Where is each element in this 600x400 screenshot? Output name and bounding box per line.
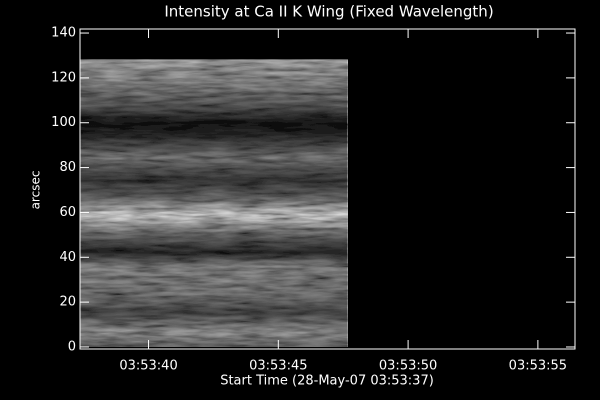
y-tick-label: 40 xyxy=(59,250,76,265)
y-tick-label: 80 xyxy=(59,160,76,175)
chart-title: Intensity at Ca II K Wing (Fixed Wavelen… xyxy=(164,3,493,21)
y-tick-label: 60 xyxy=(59,205,76,220)
y-axis-label: arcsec xyxy=(29,171,43,210)
y-tick-label: 20 xyxy=(59,295,76,310)
y-tick-label: 100 xyxy=(51,115,76,130)
y-tick-label: 120 xyxy=(51,70,76,85)
x-tick-label: 03:53:40 xyxy=(119,359,177,374)
y-tick-label: 0 xyxy=(68,339,76,354)
intensity-image xyxy=(80,59,348,347)
y-tick-label: 140 xyxy=(51,26,76,41)
x-tick-label: 03:53:45 xyxy=(249,359,307,374)
x-tick-label: 03:53:55 xyxy=(509,359,567,374)
x-axis-label: Start Time (28-May-07 03:53:37) xyxy=(220,374,434,389)
plot-frame xyxy=(79,28,576,350)
x-tick-label: 03:53:50 xyxy=(379,359,437,374)
